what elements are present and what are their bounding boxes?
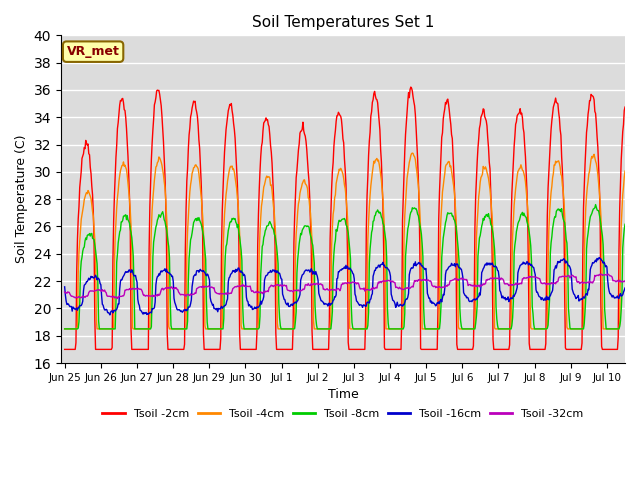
Tsoil -16cm	[106, 312, 114, 318]
Tsoil -8cm	[321, 326, 329, 332]
Tsoil -2cm	[140, 347, 147, 352]
Legend: Tsoil -2cm, Tsoil -4cm, Tsoil -8cm, Tsoil -16cm, Tsoil -32cm: Tsoil -2cm, Tsoil -4cm, Tsoil -8cm, Tsoi…	[98, 404, 588, 423]
Tsoil -32cm	[322, 287, 330, 293]
Tsoil -4cm	[300, 177, 308, 183]
Tsoil -16cm	[61, 284, 68, 290]
Tsoil -2cm	[321, 347, 329, 352]
X-axis label: Time: Time	[328, 388, 358, 401]
Tsoil -4cm	[321, 326, 329, 332]
Tsoil -32cm	[463, 278, 471, 284]
Tsoil -2cm	[463, 347, 471, 352]
Tsoil -32cm	[113, 296, 121, 301]
Y-axis label: Soil Temperature (C): Soil Temperature (C)	[15, 135, 28, 264]
Tsoil -16cm	[140, 310, 148, 315]
Title: Soil Temperatures Set 1: Soil Temperatures Set 1	[252, 15, 434, 30]
Tsoil -4cm	[463, 326, 471, 332]
Tsoil -2cm	[407, 84, 415, 90]
Line: Tsoil -32cm: Tsoil -32cm	[65, 274, 625, 299]
Tsoil -16cm	[63, 301, 71, 307]
Tsoil -2cm	[477, 114, 484, 120]
Tsoil -32cm	[301, 286, 308, 292]
Tsoil -8cm	[592, 202, 600, 207]
Tsoil -16cm	[621, 285, 629, 291]
Tsoil -16cm	[477, 284, 484, 290]
Tsoil -16cm	[463, 294, 471, 300]
Text: VR_met: VR_met	[67, 45, 120, 58]
Tsoil -32cm	[477, 283, 484, 289]
Tsoil -32cm	[597, 271, 605, 277]
Tsoil -32cm	[140, 293, 148, 299]
Tsoil -16cm	[322, 301, 330, 307]
Tsoil -4cm	[140, 326, 147, 332]
Tsoil -8cm	[140, 326, 147, 332]
Tsoil -32cm	[63, 290, 71, 296]
Tsoil -2cm	[61, 347, 68, 352]
Tsoil -4cm	[477, 175, 484, 180]
Tsoil -4cm	[63, 326, 71, 332]
Tsoil -2cm	[63, 347, 71, 352]
Tsoil -2cm	[300, 128, 308, 133]
Tsoil -4cm	[621, 168, 629, 174]
Tsoil -16cm	[595, 255, 603, 261]
Tsoil -8cm	[63, 326, 71, 332]
Tsoil -8cm	[300, 225, 308, 230]
Line: Tsoil -2cm: Tsoil -2cm	[65, 87, 625, 349]
Tsoil -16cm	[301, 269, 308, 275]
Tsoil -4cm	[408, 150, 416, 156]
Line: Tsoil -8cm: Tsoil -8cm	[65, 204, 625, 329]
Tsoil -4cm	[61, 326, 68, 332]
Tsoil -2cm	[621, 104, 629, 110]
Tsoil -8cm	[463, 326, 470, 332]
Tsoil -8cm	[476, 233, 484, 239]
Tsoil -8cm	[621, 221, 629, 227]
Tsoil -32cm	[61, 289, 68, 295]
Tsoil -8cm	[61, 326, 68, 332]
Line: Tsoil -16cm: Tsoil -16cm	[65, 258, 625, 315]
Line: Tsoil -4cm: Tsoil -4cm	[65, 153, 625, 329]
Tsoil -32cm	[621, 279, 629, 285]
